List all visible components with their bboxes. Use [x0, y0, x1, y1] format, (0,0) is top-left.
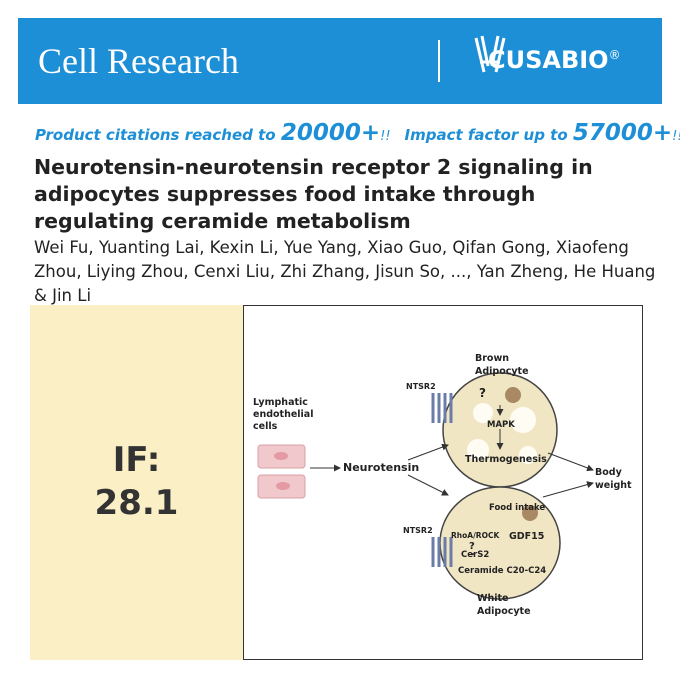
impact-label: IF:: [112, 440, 161, 480]
diagram-label: weight: [595, 480, 632, 491]
diagram-label: Ceramide C20-C24: [458, 566, 546, 576]
diagram-label: Thermogenesis: [465, 454, 547, 465]
article-authors: Wei Fu, Yuanting Lai, Kexin Li, Yue Yang…: [34, 238, 656, 305]
banner-number: 57000+: [572, 120, 673, 146]
diagram-label: NTSR2: [406, 382, 436, 391]
banner: Product citations reached to 20000+!! Imp…: [35, 120, 680, 146]
divider: [438, 40, 440, 82]
brand-mark: ®: [608, 48, 621, 62]
diagram-label: NTSR2: [403, 526, 433, 535]
diagram-label: cells: [253, 421, 278, 432]
header-bar: Cell Research CUSABIO®: [18, 18, 662, 104]
diagram-label: GDF15: [509, 531, 544, 542]
banner-exclaim: !!: [672, 129, 680, 144]
article-title: Neurotensin-neurotensin receptor 2 signa…: [34, 155, 593, 233]
diagram-label: RhoA/ROCK: [451, 531, 500, 540]
diagram: Lymphatic endothelial cells Neurotensin …: [243, 305, 643, 660]
diagram-label: ?: [469, 541, 475, 552]
diagram-label: Body: [595, 467, 623, 478]
impact-value: 28.1: [94, 483, 179, 523]
brand-name: CUSABIO: [488, 46, 609, 74]
brand: CUSABIO®: [488, 46, 621, 74]
banner-number: 20000+: [280, 120, 381, 146]
banner-exclaim: !!: [380, 129, 391, 144]
journal-name: Cell Research: [38, 41, 239, 81]
diagram-label: Neurotensin: [343, 461, 419, 474]
diagram-label: CerS2: [461, 550, 489, 560]
diagram-label: MAPK: [487, 420, 515, 430]
diagram-label: Food intake: [489, 503, 545, 513]
diagram-label: Adipocyte: [477, 606, 531, 617]
impact-box: IF: 28.1: [30, 305, 243, 660]
diagram-label: Brown: [475, 353, 509, 364]
diagram-label: ?: [479, 386, 486, 400]
brand-logo: [474, 35, 506, 73]
diagram-label: Lymphatic: [253, 397, 308, 408]
diagram-label: White: [477, 593, 508, 604]
diagram-label: endothelial: [253, 409, 313, 420]
banner-text: Impact factor up to: [404, 126, 573, 144]
diagram-label: Adipocyte: [475, 366, 529, 377]
banner-text: Product citations reached to: [35, 126, 281, 144]
